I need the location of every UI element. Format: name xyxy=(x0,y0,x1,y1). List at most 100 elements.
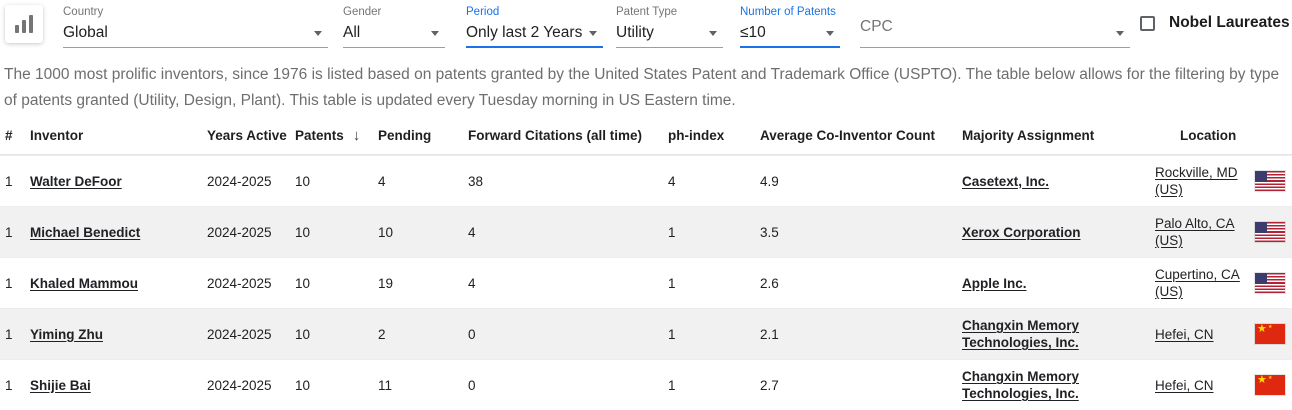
location-link[interactable]: Cupertino, CA (US) xyxy=(1155,267,1240,299)
inventor-cell: Michael Benedict xyxy=(30,224,207,241)
cn-flag-icon xyxy=(1255,324,1285,344)
location-cell: Hefei, CN xyxy=(1155,375,1292,395)
inventor-link[interactable]: Michael Benedict xyxy=(30,224,141,240)
chevron-down-icon xyxy=(589,31,597,36)
location-cell: Rockville, MD (US) xyxy=(1155,164,1292,198)
location-link[interactable]: Hefei, CN xyxy=(1155,377,1214,393)
years-active-cell: 2024-2025 xyxy=(207,224,272,240)
chevron-down-icon xyxy=(431,31,439,36)
pending-cell: 2 xyxy=(378,326,386,342)
ph-index-cell: 1 xyxy=(668,377,676,393)
filter-period[interactable]: Period Only last 2 Years xyxy=(466,6,603,50)
filter-patent-type[interactable]: Patent Type Utility xyxy=(616,6,723,50)
column-header-inventor[interactable]: Inventor xyxy=(30,128,84,143)
rank-cell: 1 xyxy=(5,326,13,342)
us-flag-icon xyxy=(1255,273,1285,293)
inventor-cell: Walter DeFoor xyxy=(30,173,207,190)
column-header-ph-index[interactable]: ph-index xyxy=(668,128,725,143)
column-header-rank[interactable]: # xyxy=(5,128,13,143)
majority-assignment-cell: Changxin Memory Technologies, Inc. xyxy=(962,368,1155,402)
assignment-link[interactable]: Casetext, Inc. xyxy=(962,173,1050,189)
column-header-location[interactable]: Location xyxy=(1180,128,1237,143)
table-body: 1 Walter DeFoor 2024-2025 10 4 38 4 4.9 … xyxy=(0,155,1292,410)
avg-co-inventor-cell: 2.7 xyxy=(760,377,779,393)
nobel-laureates-checkbox[interactable] xyxy=(1140,15,1155,31)
years-active-cell: 2024-2025 xyxy=(207,275,272,291)
rank-cell: 1 xyxy=(5,275,13,291)
patents-cell: 10 xyxy=(295,326,311,342)
filter-patent-type-label: Patent Type xyxy=(616,6,678,18)
ph-index-cell: 4 xyxy=(668,173,676,189)
filter-cpc-placeholder: CPC xyxy=(860,18,893,35)
column-header-patents[interactable]: Patents ↓ xyxy=(295,127,378,144)
pending-cell: 4 xyxy=(378,173,386,189)
location-cell: Cupertino, CA (US) xyxy=(1155,266,1292,300)
filter-gender[interactable]: Gender All xyxy=(343,6,445,50)
ph-index-cell: 1 xyxy=(668,275,676,291)
assignment-link[interactable]: Xerox Corporation xyxy=(962,224,1081,240)
column-header-majority-assignment[interactable]: Majority Assignment xyxy=(962,128,1095,143)
table-row: 1 Walter DeFoor 2024-2025 10 4 38 4 4.9 … xyxy=(0,155,1292,206)
column-header-pending[interactable]: Pending xyxy=(378,128,432,143)
patents-cell: 10 xyxy=(295,275,311,291)
inventor-link[interactable]: Khaled Mammou xyxy=(30,275,139,291)
bar-chart-icon[interactable] xyxy=(5,5,43,43)
years-active-cell: 2024-2025 xyxy=(207,377,272,393)
filter-country[interactable]: Country Global xyxy=(63,6,328,50)
cn-flag-icon xyxy=(1255,375,1285,395)
pending-cell: 10 xyxy=(378,224,394,240)
location-link[interactable]: Palo Alto, CA (US) xyxy=(1155,216,1235,248)
filter-patent-type-value: Utility xyxy=(616,24,654,41)
forward-citations-cell: 0 xyxy=(468,377,476,393)
forward-citations-cell: 4 xyxy=(468,224,476,240)
nobel-laureates-filter: Nobel Laureates xyxy=(1140,14,1290,32)
location-cell: Palo Alto, CA (US) xyxy=(1155,215,1292,249)
rank-cell: 1 xyxy=(5,173,13,189)
bar-chart-glyph xyxy=(15,15,33,33)
filter-number-of-patents[interactable]: Number of Patents ≤10 xyxy=(740,6,840,50)
sort-desc-icon[interactable]: ↓ xyxy=(352,127,361,144)
filter-cpc[interactable]: CPC xyxy=(860,6,1130,50)
filter-number-of-patents-value: ≤10 xyxy=(740,24,766,41)
assignment-link[interactable]: Changxin Memory Technologies, Inc. xyxy=(962,318,1080,350)
pending-cell: 19 xyxy=(378,275,394,291)
patents-cell: 10 xyxy=(295,173,311,189)
forward-citations-cell: 38 xyxy=(468,173,484,189)
inventor-link[interactable]: Walter DeFoor xyxy=(30,173,122,189)
assignment-link[interactable]: Apple Inc. xyxy=(962,275,1027,291)
field-underline xyxy=(740,46,840,48)
chevron-down-icon xyxy=(314,31,322,36)
field-underline xyxy=(63,47,328,48)
assignment-link[interactable]: Changxin Memory Technologies, Inc. xyxy=(962,369,1080,401)
forward-citations-cell: 0 xyxy=(468,326,476,342)
filter-gender-value: All xyxy=(343,24,361,41)
majority-assignment-cell: Apple Inc. xyxy=(962,275,1155,292)
column-header-forward-citations[interactable]: Forward Citations (all time) xyxy=(468,128,643,143)
filter-country-label: Country xyxy=(63,6,104,18)
avg-co-inventor-cell: 2.6 xyxy=(760,275,779,291)
forward-citations-cell: 4 xyxy=(468,275,476,291)
filter-gender-label: Gender xyxy=(343,6,382,18)
avg-co-inventor-cell: 2.1 xyxy=(760,326,779,342)
field-underline xyxy=(616,47,723,48)
filter-number-of-patents-label: Number of Patents xyxy=(740,6,836,18)
table-row: 1 Michael Benedict 2024-2025 10 10 4 1 3… xyxy=(0,206,1292,257)
column-header-avg-co-inventor-count[interactable]: Average Co-Inventor Count xyxy=(760,128,936,143)
column-header-years-active[interactable]: Years Active xyxy=(207,128,287,143)
patents-cell: 10 xyxy=(295,224,311,240)
inventor-link[interactable]: Yiming Zhu xyxy=(30,326,103,342)
location-link[interactable]: Rockville, MD (US) xyxy=(1155,165,1238,197)
filter-bar: Country Global Gender All Period Only la… xyxy=(0,0,1292,58)
majority-assignment-cell: Casetext, Inc. xyxy=(962,173,1155,190)
chevron-down-icon xyxy=(709,31,717,36)
rank-cell: 1 xyxy=(5,224,13,240)
us-flag-icon xyxy=(1255,222,1285,242)
location-link[interactable]: Hefei, CN xyxy=(1155,326,1214,342)
ph-index-cell: 1 xyxy=(668,224,676,240)
avg-co-inventor-cell: 3.5 xyxy=(760,224,779,240)
filter-period-label: Period xyxy=(466,6,500,18)
inventor-link[interactable]: Shijie Bai xyxy=(30,377,91,393)
inventor-cell: Shijie Bai xyxy=(30,377,207,394)
majority-assignment-cell: Changxin Memory Technologies, Inc. xyxy=(962,317,1155,351)
inventors-table: # Inventor Years Active Patents ↓ Pendin… xyxy=(0,117,1292,410)
